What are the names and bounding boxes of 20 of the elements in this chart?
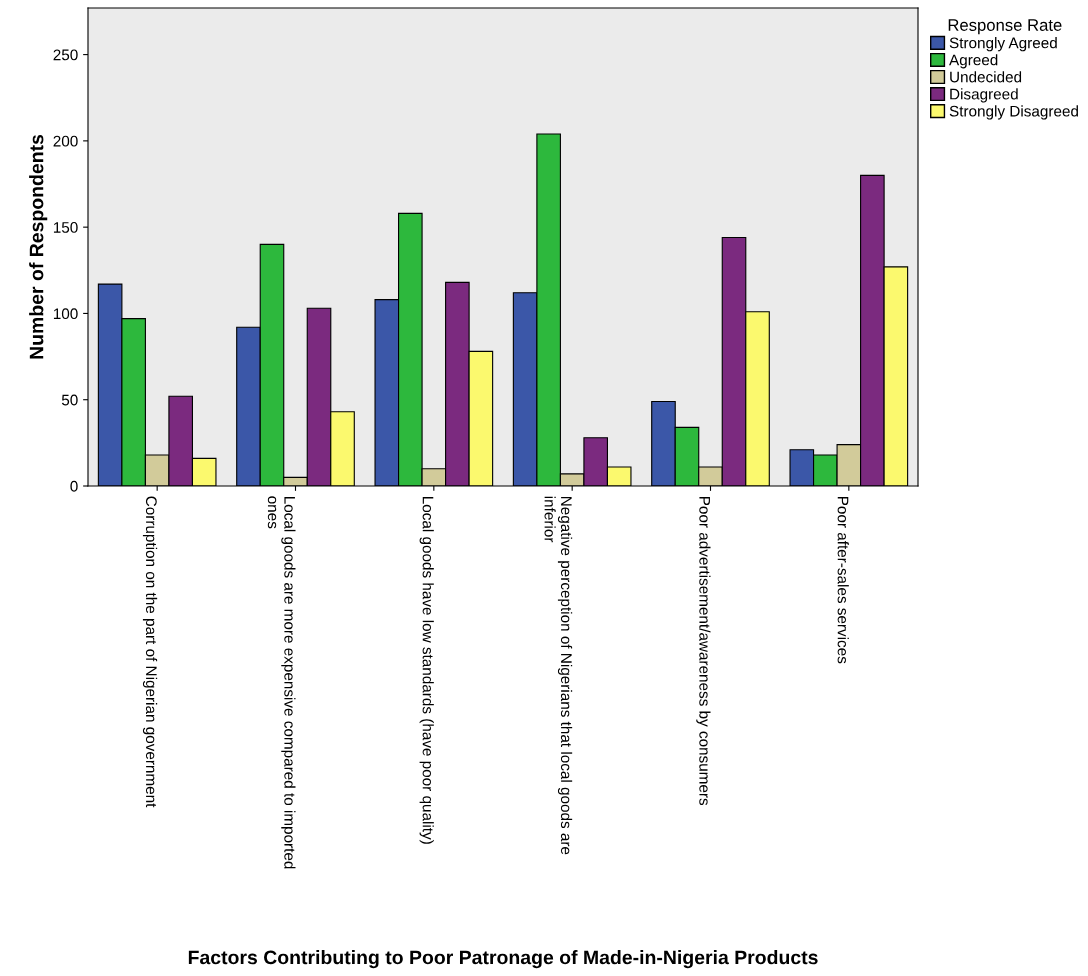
x-tick-label: Corruption on the part of Nigerian government — [142, 496, 158, 808]
x-tick-label: Poor after-sales services — [837, 496, 849, 664]
x-tick-label: Local goods are more expensive compared to imported ones — [267, 496, 296, 869]
y-tick-label: 200 — [53, 135, 78, 147]
legend-label: Disagreed — [950, 88, 1018, 103]
x-axis-title: Factors Contributing to Poor Patronage of Made-in-Nigeria Products — [188, 950, 818, 969]
y-tick-label: 100 — [53, 308, 78, 320]
legend-title: Response Rate — [948, 19, 1062, 35]
y-tick-label: 150 — [53, 222, 78, 233]
x-tick-label: Poor advertisement/awareness by consumers — [696, 496, 711, 806]
y-tick-label: 50 — [61, 394, 78, 406]
legend-label: Undecided — [950, 71, 1022, 83]
x-tick-label: Local goods have low standards (have poor quality) — [419, 496, 434, 844]
y-tick-label: 250 — [53, 49, 78, 61]
legend-label: Strongly Agreed — [949, 37, 1057, 52]
legend-label: Agreed — [949, 54, 998, 69]
y-tick-label: 0 — [70, 480, 78, 492]
y-axis-title: Number of Respondents — [29, 134, 48, 359]
legend-label: Strongly Disagreed — [949, 105, 1078, 120]
x-tick-label: Negative perception of Nigerians that local goods are inferior — [544, 496, 573, 855]
